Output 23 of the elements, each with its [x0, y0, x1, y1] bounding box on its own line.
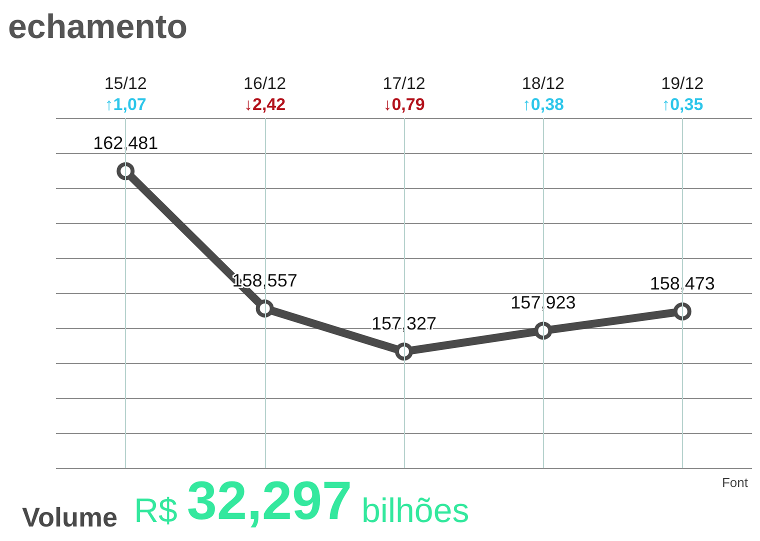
text: ↓2,42 — [244, 95, 286, 114]
data-label: 157,327 — [371, 314, 437, 334]
chart-title: echamento — [8, 8, 188, 46]
x-tick-label: 18/12 — [522, 74, 564, 93]
point — [534, 322, 552, 340]
point — [673, 302, 692, 320]
text: Volume — [22, 502, 118, 532]
x-tick-label: 15/12 — [104, 74, 147, 93]
text: R$ 32,297 bilhões — [134, 471, 470, 531]
text: ↑1,07 — [104, 95, 146, 114]
text: ↓0,79 — [383, 95, 425, 114]
data-label: 162,481 — [93, 133, 158, 154]
text: ↑0,35 — [662, 95, 704, 114]
data-label: 157,923 — [510, 292, 576, 313]
point — [256, 300, 274, 318]
text: ↑0,38 — [522, 95, 564, 114]
x-tick-label: 19/12 — [661, 74, 704, 93]
point — [395, 342, 413, 361]
x-tick-label: 16/12 — [244, 74, 286, 93]
text: Font — [722, 475, 748, 490]
x-tick-label: 17/12 — [382, 74, 426, 93]
data-label: 158,473 — [650, 273, 715, 294]
point — [116, 162, 135, 180]
